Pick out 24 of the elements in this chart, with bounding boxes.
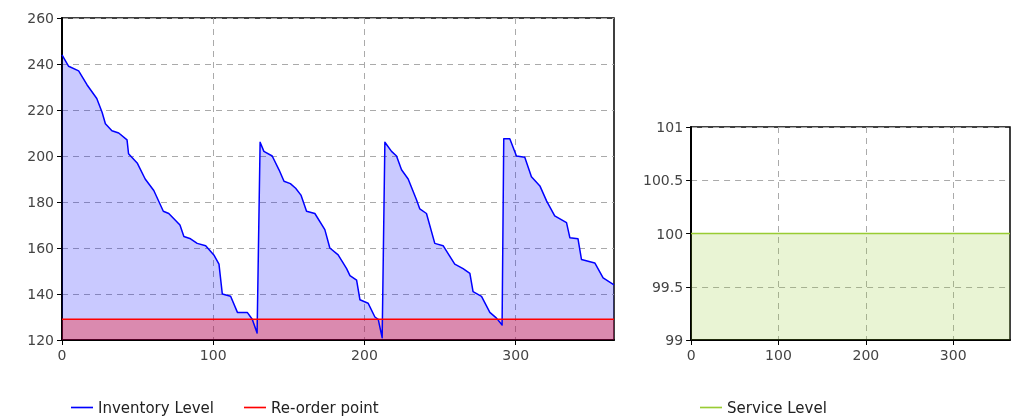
x-tick-label: 300 [939, 347, 967, 363]
y-tick-label: 99 [665, 332, 684, 348]
y-tick-label: 100.5 [642, 172, 684, 189]
y-tick-label: 120 [27, 332, 54, 348]
x-tick-label: 100 [765, 347, 792, 363]
x-tick-label: 200 [852, 347, 880, 363]
x-tick-label: 300 [502, 347, 530, 363]
y-tick-label: 200 [27, 148, 54, 164]
x-tick-label: 0 [686, 347, 696, 363]
y-tick-label: 260 [27, 10, 54, 26]
y-tick-label: 220 [27, 102, 54, 118]
y-tick-label: 100 [656, 225, 684, 242]
x-tick-label: 0 [57, 347, 67, 363]
y-tick-label: 140 [27, 286, 54, 302]
x-tick-label: 200 [351, 347, 378, 363]
legend-label: Service Level [727, 398, 827, 417]
legend-label: Inventory Level [98, 398, 215, 417]
y-tick-label: 160 [27, 240, 54, 256]
x-tick-label: 100 [199, 347, 227, 363]
y-tick-label: 99.5 [651, 278, 684, 295]
legend-label: Re-order point [271, 398, 379, 417]
y-tick-label: 240 [27, 56, 54, 72]
y-tick-label: 101 [656, 119, 684, 135]
y-tick-label: 180 [27, 194, 54, 210]
